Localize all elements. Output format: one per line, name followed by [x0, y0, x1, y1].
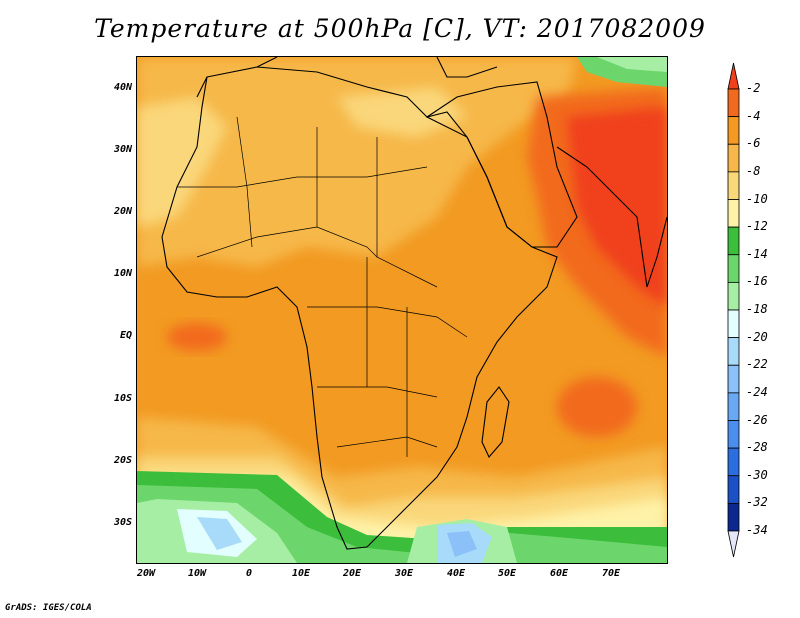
- colorbar-box: [727, 254, 740, 283]
- border-sahara-north: [177, 166, 428, 188]
- chart-title: Temperature at 500hPa [C], VT: 201708200…: [94, 14, 706, 43]
- colorbar-box: [727, 199, 740, 228]
- colorbar-box: [727, 420, 740, 449]
- colorbar-box: [727, 475, 740, 504]
- colorbar-box: [727, 143, 740, 173]
- lat-label-40n: 40N: [113, 82, 132, 93]
- lon-label-60e: 60E: [549, 568, 569, 579]
- field-band-minus2-india: [567, 107, 667, 307]
- lat-label-10s: 10S: [113, 393, 132, 404]
- lon-label-40e: 40E: [446, 568, 466, 579]
- temperature-map: [136, 56, 668, 564]
- colorbar-label: -24: [746, 384, 768, 399]
- madagascar-coastline: [481, 386, 510, 459]
- colorbar-label: -2: [746, 81, 761, 95]
- field-band-minus10-med: [337, 87, 467, 137]
- colorbar-label: -10: [746, 191, 768, 206]
- colorbar-label: -30: [746, 467, 768, 482]
- europe-coastline: [196, 57, 498, 98]
- lon-label-10w: 10W: [187, 568, 207, 579]
- colorbar-label: -32: [746, 495, 768, 510]
- field-band-minus24-se: [447, 531, 477, 557]
- colorbar-box: [727, 502, 740, 532]
- colorbar-triangle-bottom: [727, 530, 740, 558]
- lat-label-20n: 20N: [113, 206, 132, 217]
- field-band-minus10-nw: [137, 97, 227, 227]
- coastlines: [161, 57, 667, 550]
- field-warm-indian-ocean: [557, 377, 637, 437]
- temperature-field: [137, 57, 667, 563]
- colorbar-box: [727, 337, 740, 366]
- colorbar-label: -16: [746, 274, 768, 289]
- border-algeria-mali: [236, 116, 253, 248]
- lon-label-50e: 50E: [497, 568, 517, 579]
- colorbar-label: -26: [746, 412, 768, 427]
- field-warm-gulf-guinea: [167, 323, 227, 351]
- colorbar-label: -6: [746, 136, 761, 151]
- colorbar-box: [727, 116, 740, 145]
- colorbar-box: [727, 309, 740, 339]
- lon-label-10e: 10E: [291, 568, 311, 579]
- colorbar-label: -34: [746, 523, 768, 537]
- lon-label-20w: 20W: [136, 568, 156, 579]
- lat-label-eq: EQ: [119, 330, 132, 341]
- border-sudan: [376, 137, 438, 288]
- colorbar-box: [727, 281, 740, 311]
- border-meridional: [366, 257, 408, 457]
- colorbar-box: [727, 392, 740, 421]
- colorbar-box: [727, 364, 740, 394]
- colorbar-label: -4: [746, 108, 761, 123]
- colorbar-label: -22: [746, 357, 768, 372]
- lon-label-0: 0: [245, 568, 253, 579]
- lon-label-30e: 30E: [394, 568, 414, 579]
- colorbar-box: [727, 88, 740, 118]
- grads-credit: GrADS: IGES/COLA: [5, 603, 92, 613]
- border-south-central: [317, 386, 438, 398]
- colorbar-label: -12: [746, 219, 768, 234]
- lat-label-30n: 30N: [113, 144, 132, 155]
- field-band-minus22-sw: [197, 517, 242, 550]
- colorbar-box: [727, 226, 740, 256]
- colorbar-label: -14: [746, 246, 768, 261]
- asia-coastline: [556, 146, 667, 288]
- colorbar-label: -28: [746, 440, 768, 455]
- colorbar-label: -8: [746, 163, 761, 178]
- lat-label-10n: 10N: [113, 268, 132, 279]
- colorbar-box: [727, 447, 740, 477]
- colorbar-label: -20: [746, 329, 768, 344]
- africa-coastline: [161, 66, 558, 550]
- colorbar-triangle-top: [727, 62, 740, 90]
- field-band-minus18-ne: [597, 57, 667, 72]
- field-band-minus8-north: [137, 57, 577, 267]
- lon-label-70e: 70E: [601, 568, 621, 579]
- lat-label-20s: 20S: [113, 455, 132, 466]
- colorbar-box: [727, 171, 740, 200]
- colorbar-boxes: [727, 62, 740, 558]
- arabia-coastline: [425, 81, 578, 248]
- country-borders: [177, 116, 468, 457]
- lon-label-20e: 20E: [342, 568, 362, 579]
- colorbar-label: -18: [746, 302, 768, 316]
- lat-label-30s: 30S: [113, 517, 132, 528]
